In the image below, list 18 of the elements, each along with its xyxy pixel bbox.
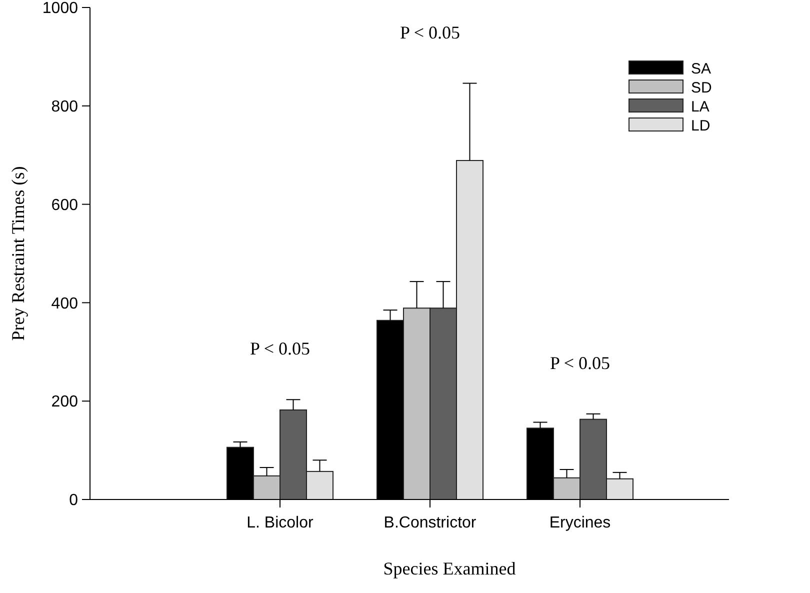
y-tick-label: 0 bbox=[69, 492, 78, 510]
x-tick-label: Erycines bbox=[549, 514, 611, 532]
x-tick-label: B.Constrictor bbox=[384, 514, 477, 532]
y-tick-label: 400 bbox=[51, 295, 78, 312]
x-axis-title: Species Examined bbox=[383, 558, 516, 578]
y-tick-label: 800 bbox=[51, 98, 78, 116]
annotation: P < 0.05 bbox=[400, 22, 460, 42]
y-tick-label: 200 bbox=[51, 394, 78, 411]
x-tick-label: L. Bicolor bbox=[246, 514, 314, 532]
legend-label: LA bbox=[691, 98, 710, 116]
y-tick-label: 1000 bbox=[42, 0, 78, 18]
annotation: P < 0.05 bbox=[250, 338, 310, 359]
y-tick-label: 600 bbox=[51, 196, 78, 214]
y-axis-title: Prey Restraint Times (s) bbox=[8, 166, 28, 341]
annotation: P < 0.05 bbox=[550, 352, 610, 373]
legend-label: SD bbox=[691, 79, 712, 96]
legend-label: SA bbox=[691, 60, 712, 78]
legend-label: LD bbox=[691, 117, 710, 134]
